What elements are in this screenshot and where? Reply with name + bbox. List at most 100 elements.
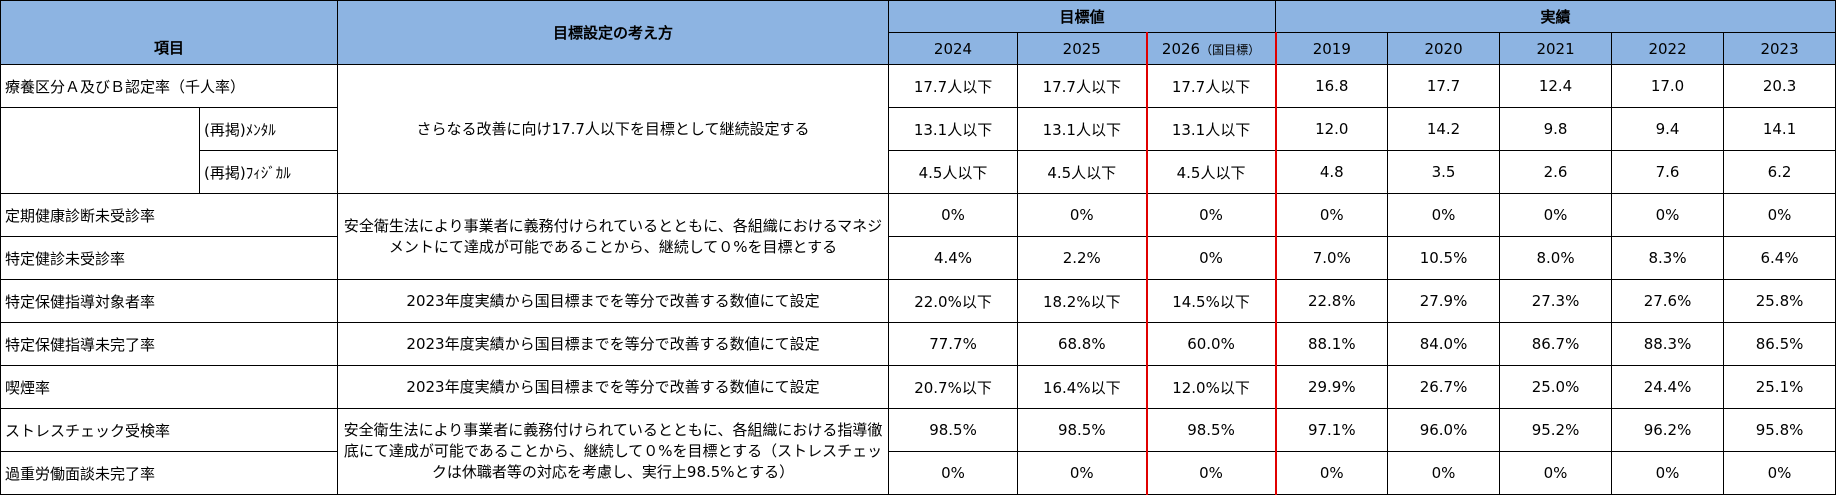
- value-cell: 3.5: [1387, 150, 1501, 194]
- value-cell: 0%: [1611, 193, 1725, 237]
- value-cell: 13.1人以下: [888, 107, 1019, 151]
- value-cell: 8.3%: [1611, 236, 1725, 280]
- value-cell: 97.1%: [1275, 408, 1389, 452]
- value-cell: 12.0: [1275, 107, 1389, 151]
- table-row: ストレスチェック受検率 安全衛生法により事業者に義務付けられているとともに、各組織…: [0, 408, 1837, 495]
- year-header: 2026（国目標）: [1145, 32, 1277, 65]
- value-cell: 29.9%: [1275, 365, 1389, 409]
- value-cell: 27.6%: [1611, 279, 1725, 323]
- value-cell: 14.2: [1387, 107, 1501, 151]
- value-cell: 9.8: [1499, 107, 1613, 151]
- value-cell: 14.5%以下: [1145, 279, 1277, 323]
- value-cell: 4.5人以下: [888, 150, 1019, 194]
- value-cell: 4.5人以下: [1145, 150, 1277, 194]
- value-cell: 20.3: [1723, 64, 1837, 108]
- value-cell: 17.7人以下: [888, 64, 1019, 108]
- value-cell: 17.7人以下: [1145, 64, 1277, 108]
- approach: 安全衛生法により事業者に義務付けられているとともに、各組織における指導徹底にて達…: [337, 408, 890, 495]
- value-cell: 13.1人以下: [1145, 107, 1277, 151]
- table-row: 療養区分Ａ及びＢ認定率（千人率） さらなる改善に向け17.7人以下を目標として継続…: [0, 64, 1837, 194]
- header-target: 目標値: [888, 0, 1277, 33]
- value-cell: 88.3%: [1611, 322, 1725, 366]
- value-cell: 86.5%: [1723, 322, 1837, 366]
- value-cell: 60.0%: [1145, 322, 1277, 366]
- value-cell: 4.4%: [888, 236, 1019, 280]
- value-cell: 17.7人以下: [1017, 64, 1148, 108]
- value-cell: 0%: [1499, 193, 1613, 237]
- value-cell: 14.1: [1723, 107, 1837, 151]
- value-cell: 0%: [1499, 451, 1613, 495]
- item-label: ストレスチェック受検率: [0, 408, 339, 452]
- value-cell: 22.0%以下: [888, 279, 1019, 323]
- item-label: 特定健診未受診率: [0, 236, 339, 280]
- value-cell: 22.8%: [1275, 279, 1389, 323]
- item-label: 療養区分Ａ及びＢ認定率（千人率）: [0, 64, 339, 108]
- value-cell: 0%: [1145, 451, 1277, 495]
- item-label: 過重労働面談未完了率: [0, 451, 339, 495]
- year-header: 2025: [1017, 32, 1148, 65]
- value-cell: 16.8: [1275, 64, 1389, 108]
- value-cell: 68.8%: [1017, 322, 1148, 366]
- year-header: 2020: [1387, 32, 1501, 65]
- value-cell: 18.2%以下: [1017, 279, 1148, 323]
- value-cell: 98.5%: [888, 408, 1019, 452]
- year-header: 2021: [1499, 32, 1613, 65]
- header-actual: 実績: [1275, 0, 1837, 33]
- approach: 2023年度実績から国目標までを等分で改善する数値にて設定: [337, 279, 890, 323]
- value-cell: 25.1%: [1723, 365, 1837, 409]
- value-cell: 0%: [1145, 236, 1277, 280]
- value-cell: 12.0%以下: [1145, 365, 1277, 409]
- value-cell: 0%: [1145, 193, 1277, 237]
- value-cell: 95.8%: [1723, 408, 1837, 452]
- value-cell: 98.5%: [1145, 408, 1277, 452]
- table-row: 特定保健指導対象者率 2023年度実績から国目標までを等分で改善する数値にて設定 2…: [0, 279, 1837, 323]
- value-cell: 24.4%: [1611, 365, 1725, 409]
- sub-item-label: (再掲)ﾌｨｼﾞｶﾙ: [198, 150, 339, 194]
- value-cell: 6.4%: [1723, 236, 1837, 280]
- value-cell: 6.2: [1723, 150, 1837, 194]
- year-header: 2022: [1611, 32, 1725, 65]
- table-row: (再掲)ﾒﾝﾀﾙ 13.1人以下 13.1人以下 13.1人以下 12.0 14.2 9.8…: [0, 107, 1837, 194]
- value-cell: 0%: [888, 451, 1019, 495]
- value-cell: 25.8%: [1723, 279, 1837, 323]
- table-row: 定期健康診断未受診率 安全衛生法により事業者に義務付けられているとともに、各組織に…: [0, 193, 1837, 280]
- value-cell: 13.1人以下: [1017, 107, 1148, 151]
- value-cell: 0%: [1017, 193, 1148, 237]
- year-header: 2019: [1275, 32, 1389, 65]
- year-note: （国目標）: [1200, 42, 1261, 57]
- value-cell: 0%: [1275, 451, 1389, 495]
- value-cell: 27.9%: [1387, 279, 1501, 323]
- year-header: 2024: [888, 32, 1019, 65]
- value-cell: 0%: [1387, 451, 1501, 495]
- value-cell: 17.7: [1387, 64, 1501, 108]
- value-cell: 12.4: [1499, 64, 1613, 108]
- value-cell: 86.7%: [1499, 322, 1613, 366]
- table-row: 過重労働面談未完了率 0% 0% 0% 0% 0% 0% 0% 0%: [0, 451, 1837, 495]
- value-cell: 25.0%: [1499, 365, 1613, 409]
- item-label: 定期健康診断未受診率: [0, 193, 339, 237]
- value-cell: 0%: [888, 193, 1019, 237]
- value-cell: 2.2%: [1017, 236, 1148, 280]
- value-cell: 0%: [1017, 451, 1148, 495]
- table-row: 特定保健指導未完了率 2023年度実績から国目標までを等分で改善する数値にて設定 7…: [0, 322, 1837, 366]
- value-cell: 88.1%: [1275, 322, 1389, 366]
- value-cell: 0%: [1275, 193, 1389, 237]
- table-row: 喫煙率 2023年度実績から国目標までを等分で改善する数値にて設定 20.7%以下 1…: [0, 365, 1837, 409]
- item-label: 特定保健指導未完了率: [0, 322, 339, 366]
- value-cell: 9.4: [1611, 107, 1725, 151]
- item-label: 喫煙率: [0, 365, 339, 409]
- value-cell: 2.6: [1499, 150, 1613, 194]
- value-cell: 4.5人以下: [1017, 150, 1148, 194]
- year-header: 2023: [1723, 32, 1837, 65]
- value-cell: 8.0%: [1499, 236, 1613, 280]
- item-label: 特定保健指導対象者率: [0, 279, 339, 323]
- value-cell: 95.2%: [1499, 408, 1613, 452]
- value-cell: 84.0%: [1387, 322, 1501, 366]
- approach: 安全衛生法により事業者に義務付けられているとともに、各組織におけるマネジメントに…: [337, 193, 890, 280]
- sub-item-label: (再掲)ﾒﾝﾀﾙ: [198, 107, 339, 151]
- value-cell: 98.5%: [1017, 408, 1148, 452]
- value-cell: 0%: [1723, 193, 1837, 237]
- year-row: 2024 2025 2026（国目標） 2019 2020 2021 2022 2023: [1, 32, 1837, 65]
